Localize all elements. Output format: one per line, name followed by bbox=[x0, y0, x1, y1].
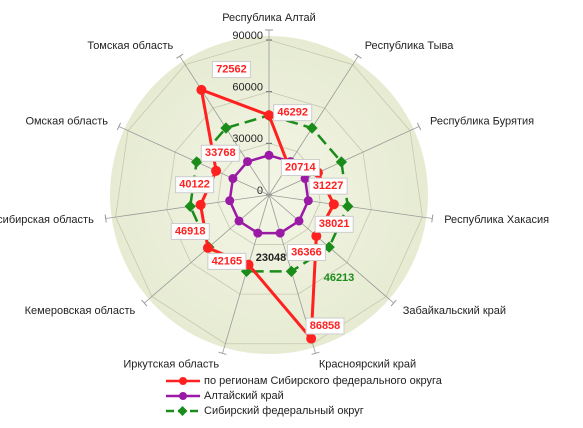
marker bbox=[243, 157, 253, 167]
axis-end-tick bbox=[176, 53, 184, 59]
category-label: Республика Хакасия bbox=[444, 214, 549, 226]
marker bbox=[342, 200, 354, 212]
value-label: 86858 bbox=[310, 320, 341, 332]
value-label-box bbox=[273, 104, 313, 122]
value-label: 38021 bbox=[319, 218, 350, 230]
legend-label: Сибирский федеральный округ bbox=[204, 405, 364, 417]
marker bbox=[323, 241, 335, 253]
marker bbox=[195, 199, 206, 210]
value-label-box bbox=[314, 215, 354, 233]
value-label: 33768 bbox=[205, 147, 236, 159]
axis-end-tick bbox=[354, 53, 362, 59]
legend-label: Алтайский край bbox=[204, 390, 284, 402]
value-label: 31227 bbox=[313, 180, 344, 192]
axis-end-tick bbox=[116, 122, 122, 131]
category-label: Кемеровская область bbox=[25, 305, 136, 317]
value-label-box bbox=[308, 177, 348, 195]
legend-label: по регионам Сибирского федерального окру… bbox=[204, 375, 443, 387]
value-label: 23048 bbox=[256, 252, 287, 264]
marker bbox=[196, 84, 207, 95]
marker bbox=[285, 265, 298, 278]
marker bbox=[306, 333, 317, 344]
marker bbox=[253, 228, 263, 238]
value-label: 40122 bbox=[179, 179, 210, 191]
grid-line bbox=[166, 91, 372, 295]
value-label-box bbox=[170, 223, 210, 241]
grid-line bbox=[115, 39, 423, 345]
value-label: 36366 bbox=[291, 246, 322, 258]
axis-end-tick bbox=[104, 214, 107, 223]
category-label: Забайкальский край bbox=[403, 305, 506, 317]
value-label: 46213 bbox=[324, 272, 355, 284]
value-label-box bbox=[286, 244, 326, 262]
marker bbox=[264, 110, 274, 121]
marker bbox=[275, 228, 285, 238]
marker bbox=[294, 216, 304, 226]
value-label: 46918 bbox=[175, 225, 206, 237]
value-label-box bbox=[200, 144, 240, 162]
marker bbox=[264, 150, 274, 160]
value-label: 20714 bbox=[285, 161, 316, 173]
marker bbox=[328, 199, 339, 210]
category-label: Омская область bbox=[25, 115, 108, 127]
legend-marker bbox=[177, 406, 188, 416]
value-label: 46292 bbox=[277, 107, 308, 119]
axis-end-tick bbox=[431, 214, 434, 223]
category-label: Республика Алтай bbox=[222, 12, 316, 24]
value-label-box bbox=[211, 61, 251, 79]
marker bbox=[228, 174, 238, 184]
value-label-box bbox=[305, 317, 345, 335]
y-tick-label: 90000 bbox=[232, 30, 263, 42]
marker bbox=[202, 242, 213, 253]
marker bbox=[184, 200, 196, 212]
marker bbox=[211, 165, 222, 176]
axis-end-tick bbox=[416, 122, 422, 131]
legend-marker bbox=[179, 377, 187, 385]
marker bbox=[300, 174, 310, 184]
y-tick-label: 60000 bbox=[232, 82, 263, 94]
marker bbox=[311, 231, 322, 242]
axis-end-tick bbox=[390, 299, 397, 307]
category-label: Республика Бурятия bbox=[430, 115, 534, 127]
legend-marker bbox=[179, 392, 187, 400]
category-label: Красноярский край bbox=[319, 359, 416, 371]
axis-end-tick bbox=[311, 351, 320, 355]
series-line bbox=[188, 114, 350, 273]
value-label: 72562 bbox=[216, 63, 247, 75]
value-label-box bbox=[207, 252, 247, 270]
marker bbox=[303, 196, 313, 206]
marker bbox=[190, 156, 203, 168]
marker bbox=[335, 156, 348, 168]
category-label: Новосибирская область bbox=[0, 214, 94, 226]
y-tick-label: 30000 bbox=[232, 133, 263, 145]
axis-end-tick bbox=[218, 351, 227, 355]
category-label: Иркутская область bbox=[123, 359, 219, 371]
category-label: Республика Тыва bbox=[365, 40, 455, 52]
value-label-box bbox=[280, 159, 320, 177]
axis-end-tick bbox=[141, 299, 148, 307]
value-label: 42165 bbox=[212, 255, 243, 267]
marker bbox=[225, 196, 235, 206]
category-label: Томская область bbox=[87, 40, 173, 52]
marker bbox=[234, 216, 244, 226]
value-label-box bbox=[175, 176, 215, 194]
